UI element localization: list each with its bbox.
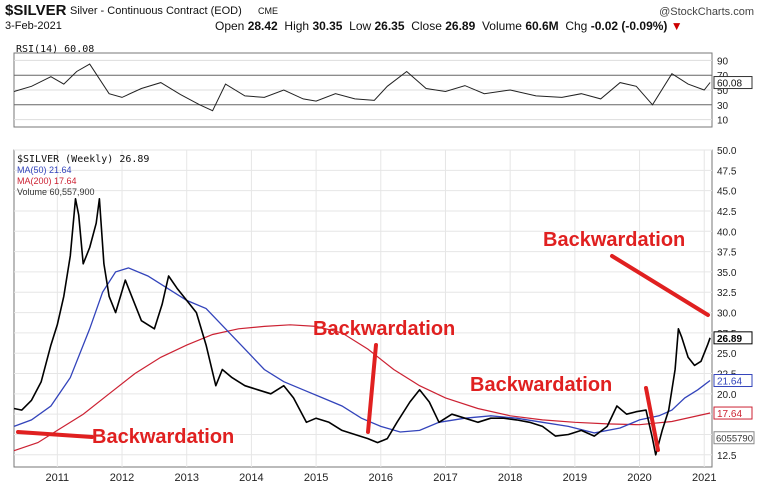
open-label: Open xyxy=(215,19,245,33)
rsi-legend: RSI(14) 60.08 xyxy=(16,44,94,55)
price-tick-label: 45.0 xyxy=(717,187,737,198)
rsi-tick-label: 50 xyxy=(717,86,729,97)
rsi-tick-label: 90 xyxy=(717,56,729,67)
volume-label: Volume xyxy=(481,19,522,33)
year-tick-label: 2013 xyxy=(174,472,198,484)
ma200-value-label: 17.64 xyxy=(717,409,742,420)
ma50-value-box xyxy=(713,374,753,388)
ma50-line xyxy=(13,267,711,434)
annotation-label: Backwardation xyxy=(470,374,612,396)
low-label: Low xyxy=(349,19,372,33)
rsi-tick-label: 30 xyxy=(717,101,729,112)
rsi-tick-label: 10 xyxy=(717,116,729,127)
annotation-arrow xyxy=(366,343,378,434)
price-line xyxy=(13,198,711,456)
price-tick-label: 25.0 xyxy=(717,349,737,360)
price-tick-label: 35.0 xyxy=(717,268,737,279)
chg-down-arrow-icon: ▼ xyxy=(670,19,683,33)
year-tick-label: 2016 xyxy=(369,472,393,484)
price-tick-label: 37.5 xyxy=(717,248,737,259)
ohlc-summary: Open 28.42 High 30.35 Low 26.35 Close 26… xyxy=(215,19,683,33)
price-tick-label: 32.5 xyxy=(717,288,737,299)
price-tick-label: 30.0 xyxy=(717,309,737,320)
ma200-line xyxy=(13,324,711,452)
annotations: Backwardation Backwardation Backwardation B… xyxy=(16,229,710,452)
ma200-value-box xyxy=(713,406,753,420)
year-tick-label: 2012 xyxy=(110,472,134,484)
price-tick-label: 47.5 xyxy=(717,166,737,177)
chg-value: -0.02 (-0.09%) xyxy=(590,19,668,33)
rsi-value-label: 60.08 xyxy=(717,79,742,90)
annotation-label: Backwardation xyxy=(543,229,685,251)
close-label: Close xyxy=(411,19,442,33)
open-value: 28.42 xyxy=(247,19,278,33)
stockcharts-credit: @StockCharts.com xyxy=(659,6,754,18)
price-legend: $SILVER (Weekly) 26.89 xyxy=(17,154,149,165)
year-tick-label: 2021 xyxy=(692,472,716,484)
price-value-label: 26.89 xyxy=(717,334,742,345)
chart-description: Silver - Continuous Contract (EOD) xyxy=(70,5,242,17)
ma50-value-label: 21.64 xyxy=(717,377,742,388)
year-tick-label: 2014 xyxy=(239,472,263,484)
price-tick-label: 12.5 xyxy=(717,451,737,462)
volume-value: 60.6M xyxy=(525,19,559,33)
volume-value-label: 6055790 xyxy=(716,434,753,445)
year-tick-label: 2019 xyxy=(563,472,587,484)
price-tick-label: 40.0 xyxy=(717,227,737,238)
rsi-value-box xyxy=(713,76,753,90)
chg-label: Chg xyxy=(565,19,588,33)
year-tick-label: 2015 xyxy=(304,472,328,484)
price-tick-label: 42.5 xyxy=(717,207,737,218)
high-label: High xyxy=(284,19,310,33)
annotation-arrow xyxy=(16,430,94,439)
price-panel: 50.047.545.042.540.037.535.032.530.027.5… xyxy=(13,146,755,484)
year-tick-label: 2018 xyxy=(498,472,522,484)
price-tick-label: 50.0 xyxy=(717,146,737,157)
quote-date: 3-Feb-2021 xyxy=(5,20,62,32)
ma200-legend: MA(200) 17.64 xyxy=(17,176,77,186)
ma50-legend: MA(50) 21.64 xyxy=(17,165,72,175)
annotation-arrow xyxy=(644,386,660,452)
rsi-line xyxy=(13,63,711,112)
high-value: 30.35 xyxy=(312,19,343,33)
chart-exchange: CME xyxy=(258,6,278,16)
annotation-arrow xyxy=(610,254,710,317)
close-value: 26.89 xyxy=(445,19,476,33)
volume-value-box xyxy=(713,431,755,445)
price-value-box xyxy=(713,331,753,345)
price-tick-label: 20.0 xyxy=(717,390,737,401)
annotation-label: Backwardation xyxy=(313,318,455,340)
low-value: 26.35 xyxy=(374,19,405,33)
volume-legend: Volume 60,557,900 xyxy=(17,187,95,197)
annotation-label: Backwardation xyxy=(92,426,234,448)
chart-symbol: $SILVER xyxy=(5,2,67,19)
year-tick-label: 2011 xyxy=(46,472,70,484)
year-tick-label: 2017 xyxy=(433,472,457,484)
year-tick-label: 2020 xyxy=(627,472,651,484)
